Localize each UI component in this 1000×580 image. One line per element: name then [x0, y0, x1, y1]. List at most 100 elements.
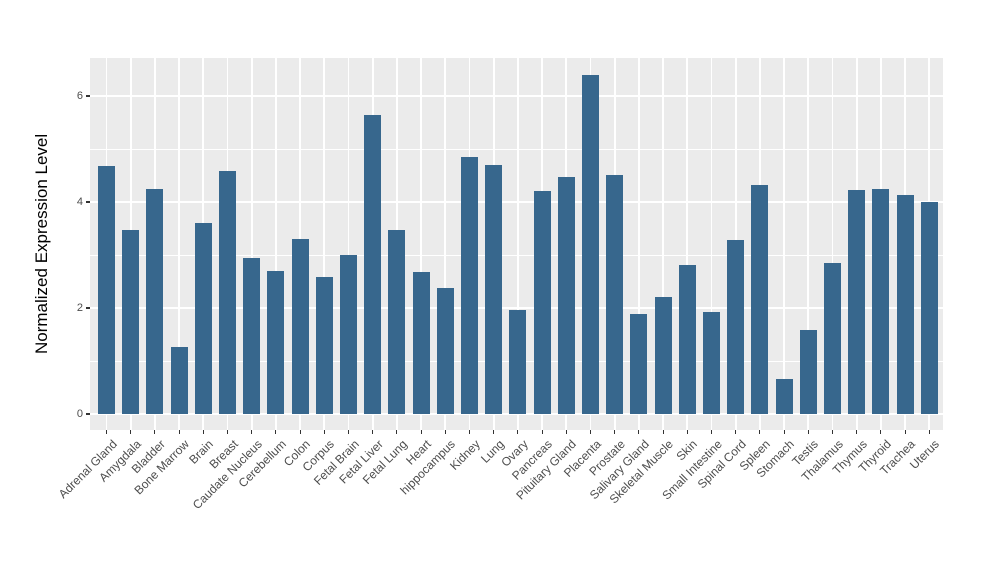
x-tick	[904, 430, 906, 434]
bar	[799, 330, 817, 414]
x-tick	[638, 430, 640, 434]
y-axis-title: Normalized Expression Level	[32, 133, 51, 355]
v-gridline	[420, 58, 422, 430]
bar	[848, 189, 866, 414]
bar	[219, 171, 236, 414]
v-gridline	[710, 58, 713, 430]
x-tick	[759, 430, 761, 434]
x-tick	[323, 430, 325, 434]
bar	[364, 115, 382, 414]
v-gridline	[347, 58, 350, 430]
x-tick	[831, 430, 834, 434]
x-tick	[202, 430, 204, 434]
y-tick	[85, 95, 90, 97]
x-tick	[589, 430, 592, 434]
bar	[461, 156, 478, 414]
x-tick	[396, 430, 398, 434]
x-tick	[686, 430, 688, 434]
x-tick	[372, 430, 374, 434]
x-tick	[347, 430, 350, 434]
v-gridline	[178, 58, 180, 430]
y-tick-label: 4	[76, 196, 83, 208]
x-tick	[493, 430, 495, 434]
v-gridline	[444, 58, 447, 430]
bar	[824, 262, 841, 414]
v-gridline	[638, 58, 640, 430]
plot-panel	[90, 58, 943, 430]
x-tick	[928, 430, 930, 434]
bar	[533, 191, 551, 414]
v-gridline	[275, 58, 277, 430]
bar	[243, 257, 261, 414]
h-gridline-minor	[90, 254, 943, 256]
bar	[630, 314, 648, 414]
bar	[920, 202, 938, 414]
v-gridline	[250, 58, 253, 430]
bar	[98, 166, 115, 414]
h-gridline-minor	[90, 148, 943, 150]
bar	[340, 255, 357, 414]
x-tick	[275, 430, 277, 434]
y-tick	[85, 307, 90, 309]
x-tick	[226, 430, 229, 434]
v-gridline	[517, 58, 519, 430]
x-tick	[710, 430, 713, 434]
x-tick	[541, 430, 543, 434]
x-tick	[880, 430, 882, 434]
v-gridline	[831, 58, 834, 430]
bar	[267, 270, 285, 414]
v-gridline	[662, 58, 664, 430]
bar	[872, 189, 890, 414]
x-tick	[807, 430, 809, 434]
bar	[412, 272, 430, 414]
x-tick	[251, 430, 253, 434]
v-gridline	[807, 58, 810, 430]
bar	[291, 239, 309, 414]
y-tick-label: 0	[76, 408, 83, 420]
x-tick	[154, 430, 156, 434]
bar	[436, 287, 454, 414]
h-gridline-major	[90, 95, 943, 97]
bar	[775, 379, 793, 414]
x-tick	[178, 430, 180, 434]
h-gridline-major	[90, 307, 943, 309]
x-tick	[420, 430, 422, 434]
bar	[194, 223, 212, 414]
x-tick	[517, 430, 519, 434]
h-gridline-major	[90, 413, 943, 415]
v-gridline	[323, 58, 326, 430]
bar	[727, 239, 745, 414]
bar	[146, 188, 164, 414]
bar	[582, 74, 599, 414]
bar	[678, 265, 696, 414]
x-tick	[444, 430, 446, 434]
x-tick	[735, 430, 737, 434]
bar	[606, 174, 624, 414]
bar	[485, 164, 503, 414]
bar	[170, 346, 188, 414]
y-tick	[85, 201, 90, 203]
y-tick-label: 6	[76, 90, 83, 102]
x-tick	[299, 430, 301, 434]
h-gridline-major	[90, 201, 943, 203]
bar	[388, 229, 406, 414]
x-tick	[856, 430, 858, 434]
x-tick	[614, 430, 616, 434]
v-gridline	[686, 58, 689, 430]
bar	[509, 309, 527, 414]
x-tick	[468, 430, 471, 434]
bar	[703, 311, 720, 414]
bar	[751, 184, 769, 414]
y-tick-label: 2	[76, 302, 83, 314]
x-tick	[783, 430, 785, 434]
y-tick	[85, 413, 90, 415]
x-tick	[565, 430, 567, 434]
v-gridline	[783, 58, 785, 430]
bar	[654, 297, 672, 414]
x-tick	[662, 430, 664, 434]
x-tick	[130, 430, 132, 434]
bar	[557, 177, 575, 414]
bar	[122, 230, 140, 414]
bar	[896, 194, 914, 414]
